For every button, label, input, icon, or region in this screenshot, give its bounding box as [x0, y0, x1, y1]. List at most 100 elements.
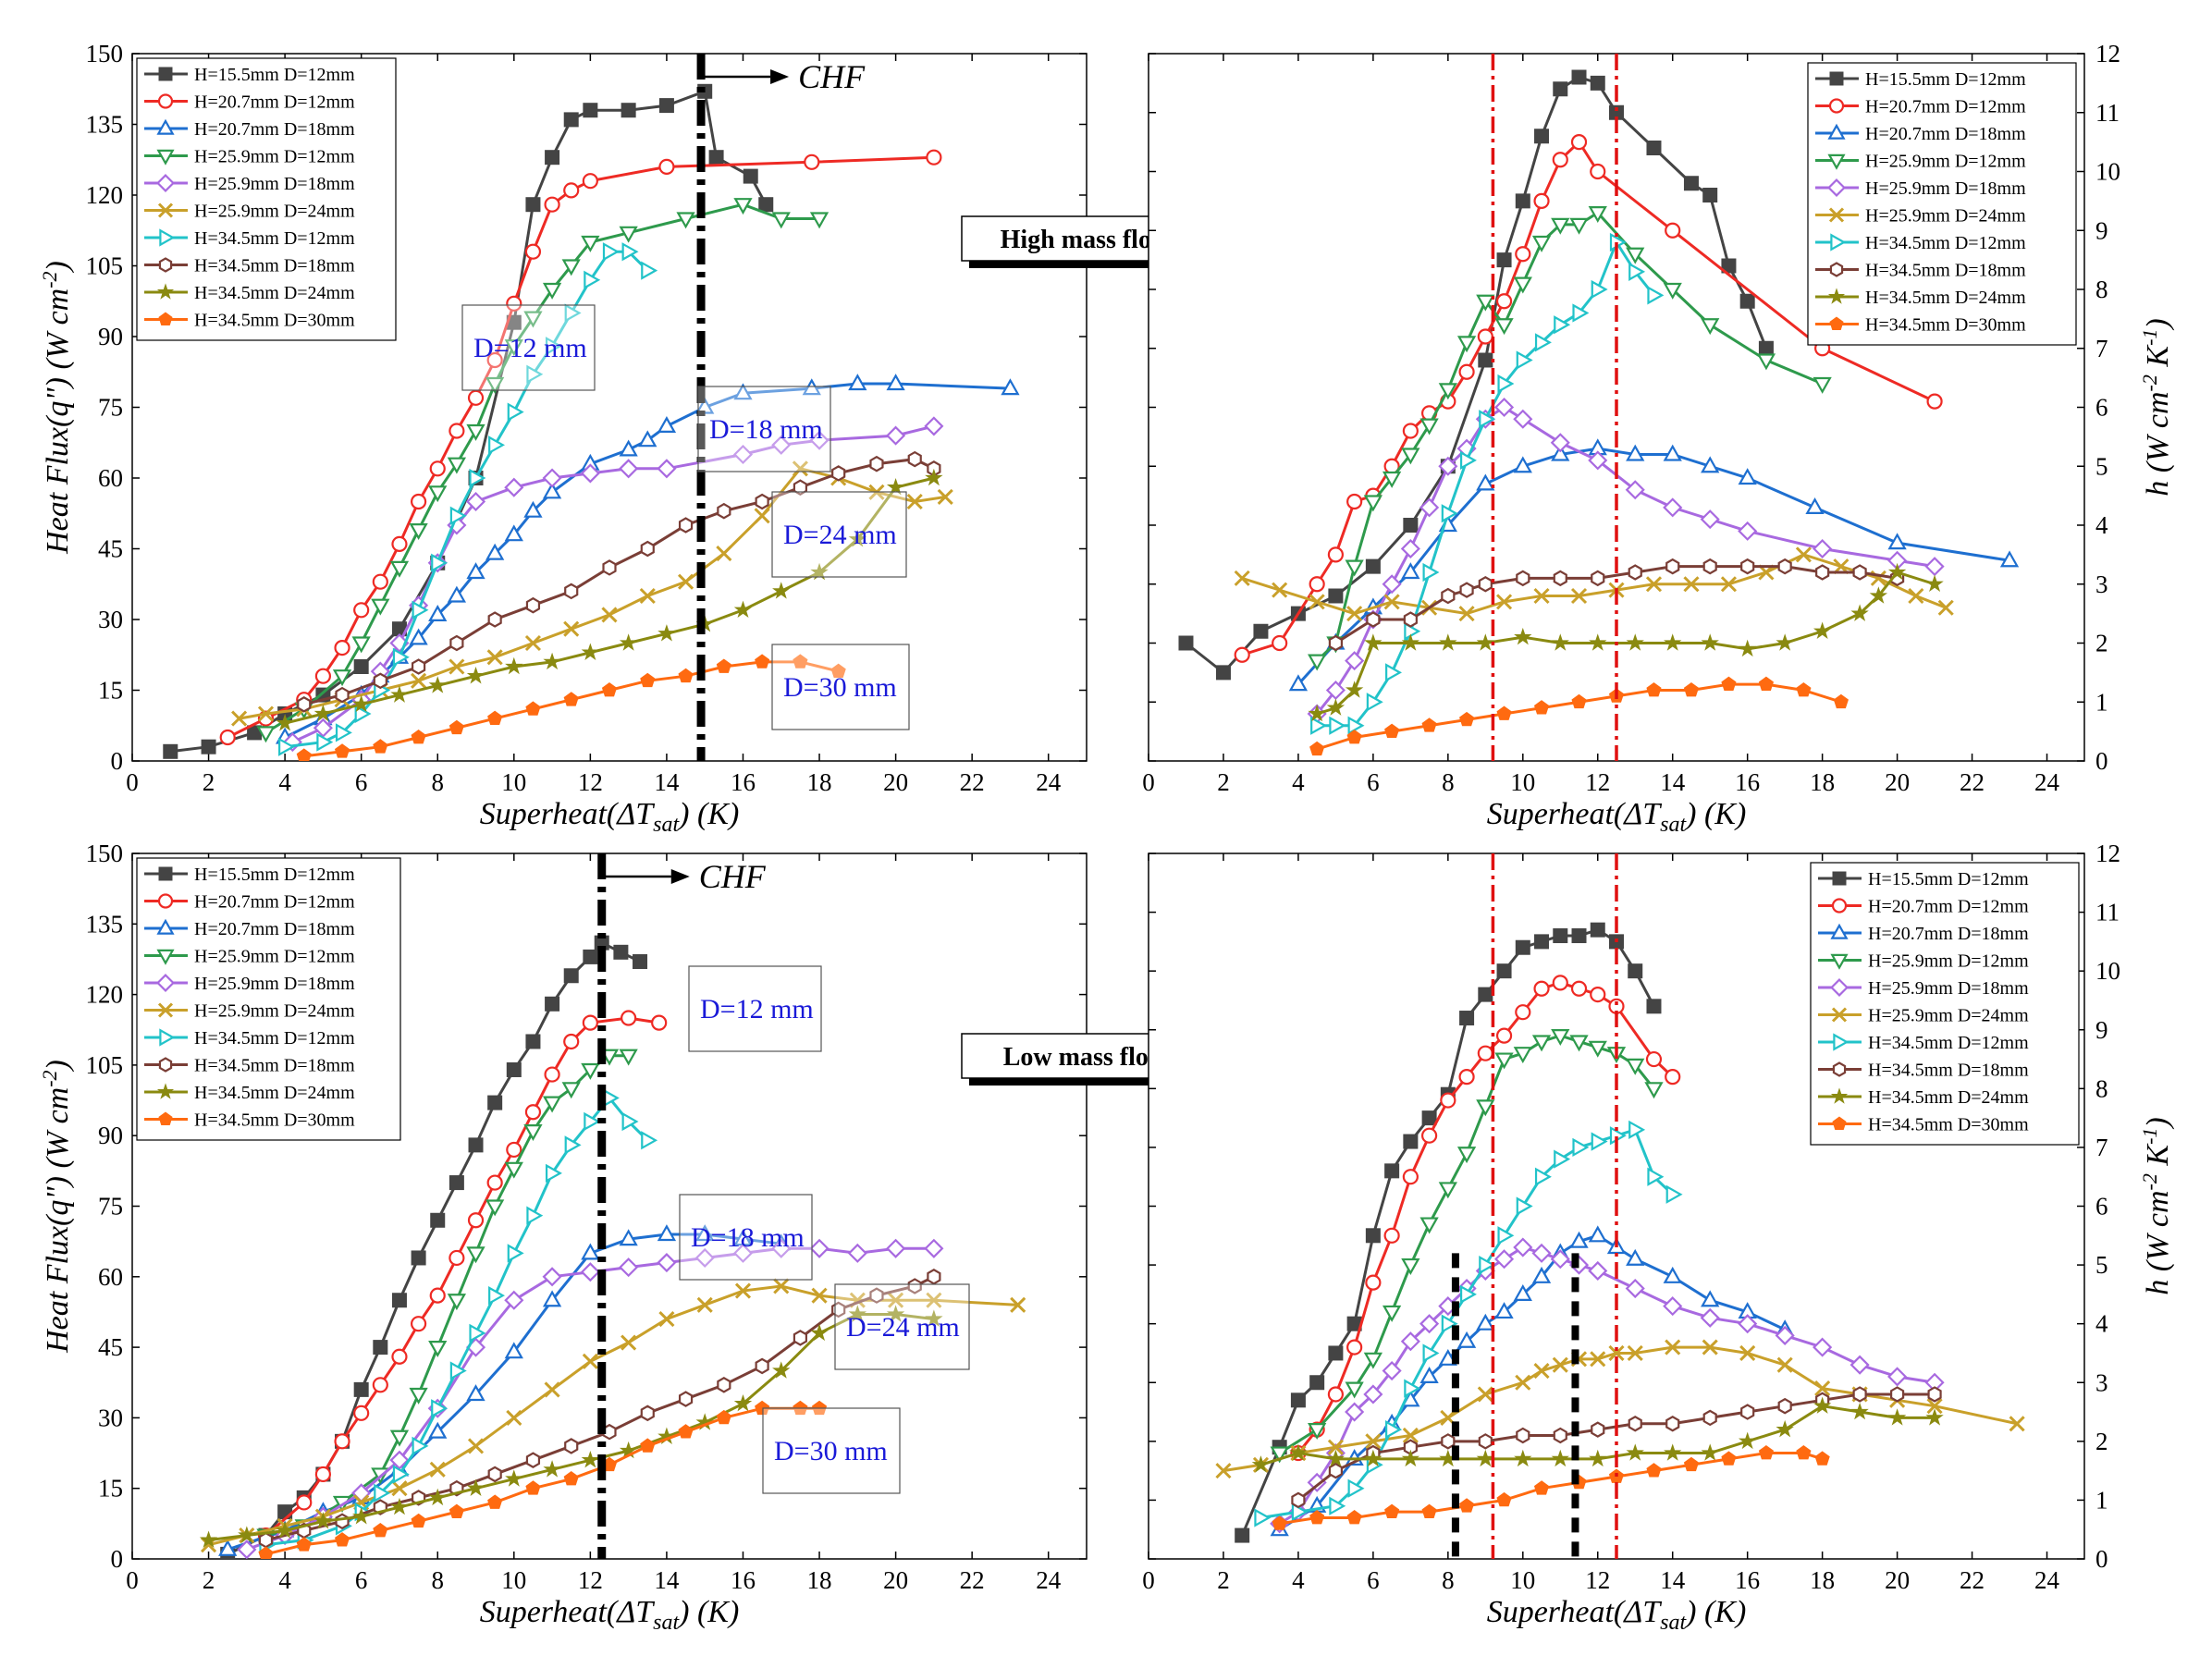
y-axis-label-mid: K — [2141, 344, 2175, 375]
data-point — [1628, 262, 1646, 282]
annotation-box — [461, 304, 596, 391]
data-point — [412, 658, 426, 675]
y-tick-label: 15 — [98, 677, 123, 705]
data-point — [1756, 353, 1776, 371]
legend-swatch-marker — [1832, 1061, 1847, 1077]
data-point — [505, 1469, 523, 1487]
y-tick-label: 90 — [98, 1122, 123, 1149]
legend-swatch-marker — [1830, 978, 1849, 997]
data-point — [1721, 1451, 1737, 1466]
data-point — [334, 639, 350, 656]
x-tick-label: 16 — [731, 1566, 756, 1594]
x-axis-label-sub: sat — [653, 1611, 680, 1635]
data-point — [313, 704, 333, 722]
x-axis-label-main: Superheat(ΔT — [480, 1595, 656, 1629]
data-point — [374, 1483, 391, 1503]
data-point — [1514, 627, 1532, 645]
data-point — [1345, 681, 1364, 698]
data-point — [1441, 1314, 1458, 1333]
y-tick-label: 135 — [86, 910, 124, 938]
legend-label: H=20.7mm D=18mm — [1868, 924, 2029, 944]
data-point — [505, 656, 523, 675]
data-point — [1496, 1491, 1512, 1507]
data-point — [694, 1247, 715, 1269]
data-point — [793, 654, 808, 669]
data-point — [430, 1212, 446, 1228]
data-point — [504, 339, 523, 357]
data-point — [542, 468, 562, 488]
data-point — [1572, 1137, 1590, 1158]
series-line — [1185, 75, 1768, 675]
x-tick-label: 10 — [501, 768, 526, 796]
data-point — [1908, 587, 1924, 605]
data-point — [771, 212, 791, 229]
data-point — [1683, 682, 1700, 697]
data-point — [1665, 1069, 1681, 1086]
x-tick-label: 2 — [203, 1566, 215, 1594]
y-tick-label: 75 — [98, 1193, 123, 1221]
x-tick-label: 20 — [883, 1566, 908, 1594]
legend-swatch-marker — [1833, 1033, 1849, 1051]
data-point — [1591, 570, 1605, 587]
data-point — [334, 743, 350, 758]
data-point — [641, 261, 658, 280]
data-point — [580, 463, 600, 484]
legend: H=15.5mm D=12mm H=20.7mm D=12mm H=20.7mm D… — [136, 857, 401, 1141]
data-point — [1588, 450, 1608, 471]
data-point — [927, 1269, 941, 1285]
data-point — [1365, 1433, 1382, 1450]
data-point — [907, 1278, 922, 1294]
data-point — [619, 1049, 638, 1066]
data-point — [524, 243, 542, 260]
legend-swatch-marker — [1829, 316, 1844, 330]
data-point — [542, 482, 562, 499]
y-tick-label: 7 — [2095, 1134, 2108, 1161]
data-point — [1382, 471, 1402, 488]
data-point — [830, 663, 846, 678]
data-point — [1404, 621, 1421, 641]
data-point — [717, 502, 731, 520]
data-point — [316, 732, 334, 752]
x-axis-label-main: Superheat(ΔT — [1487, 1595, 1663, 1629]
data-point — [1309, 594, 1325, 610]
data-point — [1346, 606, 1363, 622]
x-tick-label: 20 — [1885, 768, 1910, 796]
data-point — [1366, 693, 1383, 712]
data-point — [1701, 318, 1720, 336]
data-point — [1515, 1004, 1531, 1021]
data-point — [507, 402, 524, 422]
data-point — [1590, 75, 1605, 91]
data-point — [1721, 258, 1737, 274]
data-point — [1478, 575, 1493, 593]
data-point — [1272, 634, 1288, 652]
data-point — [487, 1095, 503, 1110]
data-point — [1588, 1225, 1607, 1243]
series-line — [1241, 553, 1947, 616]
data-point — [1477, 1045, 1493, 1061]
legend-label: H=25.9mm D=24mm — [1868, 1006, 2029, 1026]
legend-label: H=25.9mm D=18mm — [1865, 178, 2026, 199]
data-point — [1309, 576, 1325, 593]
data-point — [1588, 206, 1607, 223]
data-point — [1701, 456, 1720, 473]
data-point — [1533, 587, 1550, 605]
data-point — [1289, 1443, 1308, 1461]
x-tick-label: 4 — [278, 1566, 291, 1594]
legend-label: H=34.5mm D=30mm — [1868, 1115, 2029, 1135]
data-point — [1253, 623, 1269, 639]
data-point — [1270, 1446, 1289, 1464]
data-point — [1308, 704, 1326, 722]
x-tick-label: 0 — [1142, 1566, 1155, 1594]
data-point — [1513, 276, 1532, 294]
legend-label: H=20.7mm D=12mm — [1868, 897, 2029, 917]
data-point — [619, 459, 639, 479]
data-point — [504, 1290, 524, 1310]
series-group — [1178, 69, 2020, 756]
annotation-label: D=18 mm — [709, 414, 823, 445]
legend-swatch-marker — [156, 974, 175, 992]
legend-swatch-marker — [1831, 1007, 1848, 1023]
data-point — [1364, 633, 1382, 651]
data-point — [523, 500, 543, 518]
data-point — [582, 1353, 598, 1369]
data-point — [1497, 374, 1515, 394]
